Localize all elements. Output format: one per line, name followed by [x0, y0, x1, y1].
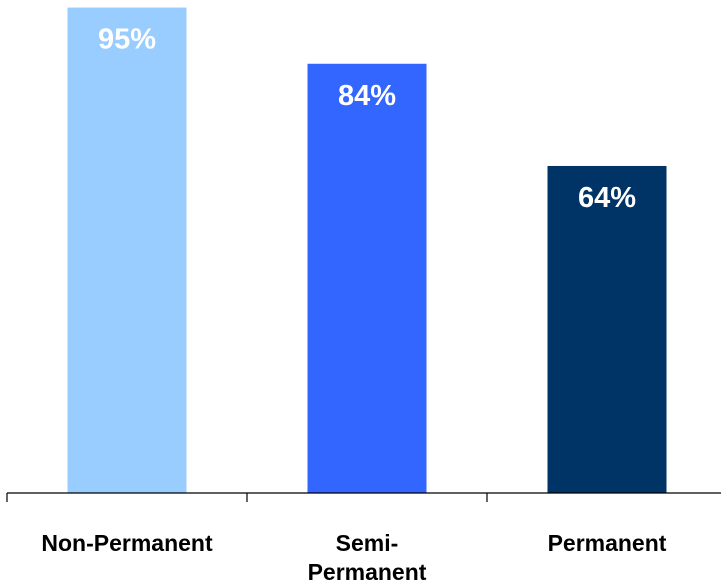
category-label-semi-permanent: Semi-Permanent — [308, 530, 427, 585]
category-label-permanent: Permanent — [548, 530, 667, 556]
bar-permanent — [547, 165, 667, 493]
value-labels-group: 95% 84% 64% — [98, 24, 636, 214]
value-label-non-permanent: 95% — [98, 24, 156, 56]
value-label-permanent: 64% — [578, 182, 636, 214]
bar-non-permanent — [67, 7, 187, 494]
category-labels-group: Non-Permanent Semi-Permanent Permanent — [41, 530, 666, 585]
category-label-non-permanent: Non-Permanent — [41, 530, 213, 556]
x-axis — [6, 492, 721, 502]
value-label-semi-permanent: 84% — [338, 80, 396, 112]
bars-group — [67, 7, 667, 494]
bar-semi-permanent — [307, 63, 427, 493]
